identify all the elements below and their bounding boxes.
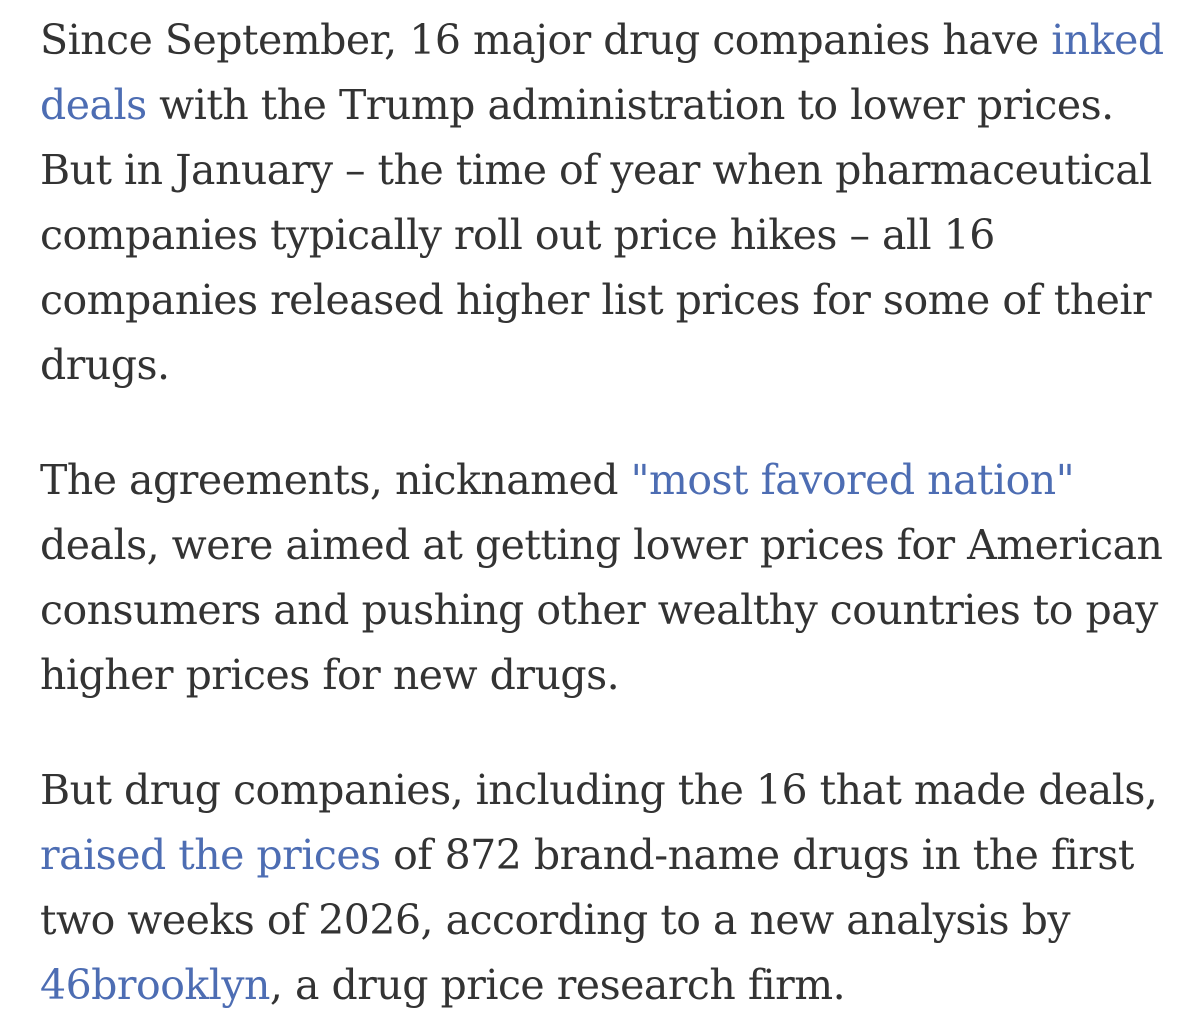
- paragraph-deals-price-hikes: Since September, 16 major drug companies…: [40, 8, 1170, 398]
- body-text: with the Trump administration to lower p…: [40, 81, 1152, 389]
- body-text: But drug companies, including the 16 tha…: [40, 766, 1158, 814]
- paragraph-container: Since September, 16 major drug companies…: [40, 8, 1170, 1018]
- body-text: deals, were aimed at getting lower price…: [40, 521, 1163, 699]
- paragraph-most-favored-nation: The agreements, nicknamed "most favored …: [40, 448, 1170, 708]
- body-text: of 872 brand-name drugs in the first two…: [40, 831, 1134, 944]
- link-46brooklyn[interactable]: 46brooklyn: [40, 961, 270, 1009]
- link-raised-the-prices[interactable]: raised the prices: [40, 831, 381, 879]
- link-most-favored-nation[interactable]: "most favored nation": [630, 456, 1075, 504]
- paragraph-raised-prices-analysis: But drug companies, including the 16 tha…: [40, 758, 1170, 1018]
- body-text: The agreements, nicknamed: [40, 456, 631, 504]
- link-inked-deals[interactable]: inked deals: [40, 16, 1164, 129]
- body-text: , a drug price research firm.: [269, 961, 846, 1009]
- body-text: Since September, 16 major drug companies…: [40, 16, 1052, 64]
